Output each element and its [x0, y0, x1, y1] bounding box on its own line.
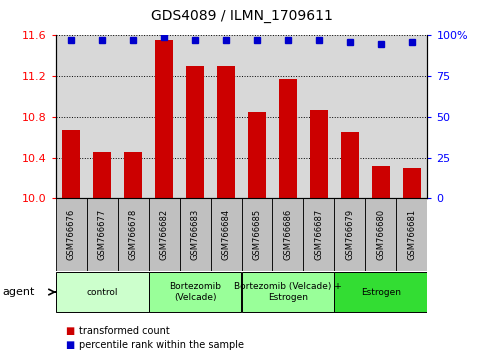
Bar [62, 130, 80, 198]
Bar [403, 168, 421, 198]
Bar [242, 272, 334, 313]
Bar [303, 198, 334, 271]
Text: percentile rank within the sample: percentile rank within the sample [79, 340, 244, 350]
Bar [93, 153, 112, 198]
Bar [334, 272, 427, 313]
Bar [180, 198, 211, 271]
Bar [341, 132, 359, 198]
Bar [149, 272, 242, 313]
Text: GDS4089 / ILMN_1709611: GDS4089 / ILMN_1709611 [151, 9, 332, 23]
Text: GSM766683: GSM766683 [190, 209, 199, 260]
Text: GSM766684: GSM766684 [222, 209, 230, 260]
Text: control: control [86, 287, 118, 297]
Text: GSM766679: GSM766679 [345, 209, 355, 260]
Text: GSM766680: GSM766680 [376, 209, 385, 260]
Bar [372, 166, 390, 198]
Text: ■: ■ [65, 326, 74, 336]
Text: GSM766678: GSM766678 [128, 209, 138, 260]
Text: Estrogen: Estrogen [361, 287, 401, 297]
Bar [310, 110, 328, 198]
Text: ■: ■ [65, 340, 74, 350]
Text: GSM766676: GSM766676 [67, 209, 75, 260]
Text: GSM766686: GSM766686 [284, 209, 293, 260]
Text: transformed count: transformed count [79, 326, 170, 336]
Bar [397, 198, 427, 271]
Bar [242, 198, 272, 271]
Text: GSM766681: GSM766681 [408, 209, 416, 260]
Bar [155, 40, 173, 198]
Bar [56, 272, 149, 313]
Bar [217, 66, 235, 198]
Bar [279, 79, 297, 198]
Text: Bortezomib
(Velcade): Bortezomib (Velcade) [169, 282, 221, 302]
Bar [86, 198, 117, 271]
Text: agent: agent [2, 287, 35, 297]
Text: Bortezomib (Velcade) +
Estrogen: Bortezomib (Velcade) + Estrogen [234, 282, 342, 302]
Text: GSM766687: GSM766687 [314, 209, 324, 260]
Bar [211, 198, 242, 271]
Bar [56, 198, 86, 271]
Bar [334, 198, 366, 271]
Bar [366, 198, 397, 271]
Bar [117, 198, 149, 271]
Bar [149, 198, 180, 271]
Text: GSM766682: GSM766682 [159, 209, 169, 260]
Bar [186, 66, 204, 198]
Text: GSM766677: GSM766677 [98, 209, 107, 260]
Bar [248, 112, 266, 198]
Bar [124, 153, 142, 198]
Text: GSM766685: GSM766685 [253, 209, 261, 260]
Bar [272, 198, 303, 271]
